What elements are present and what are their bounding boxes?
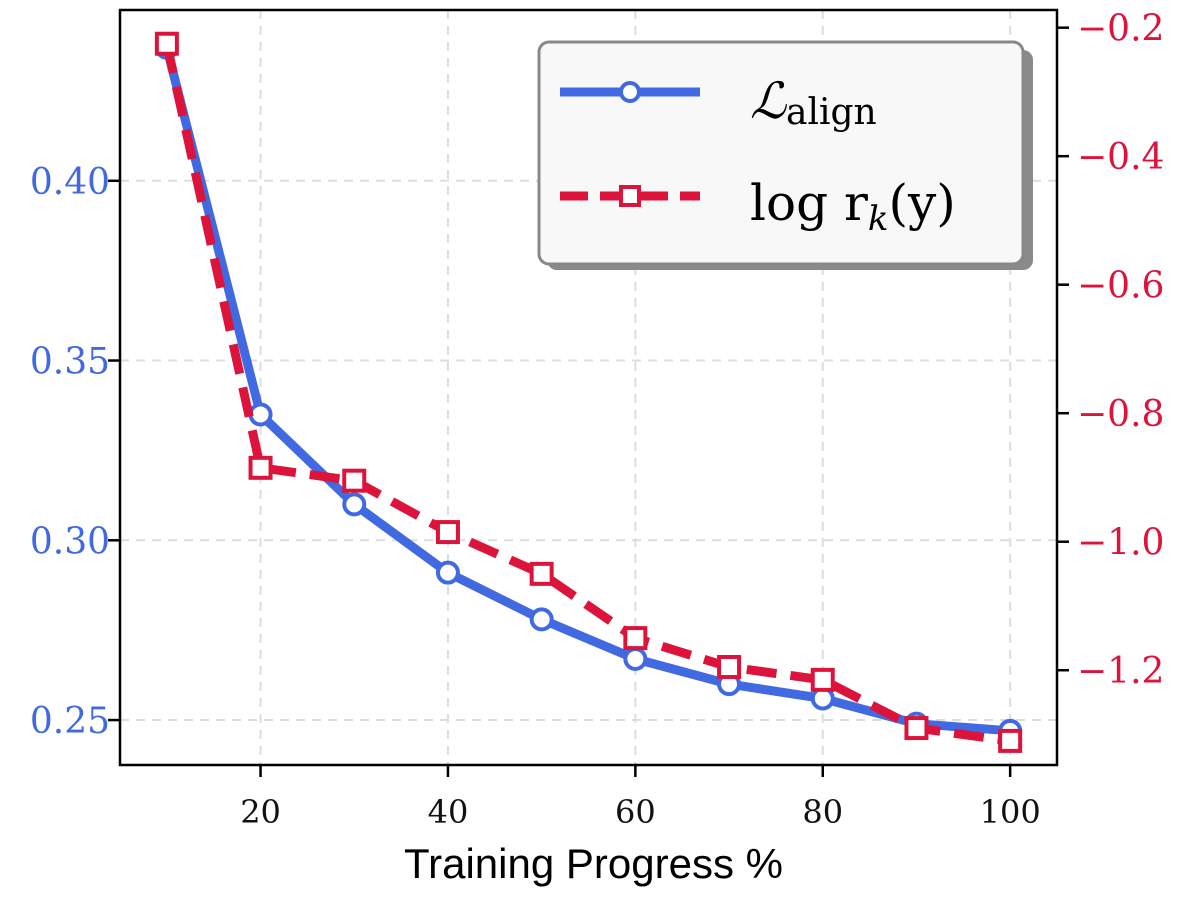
legend-label-align-main: ℒ xyxy=(750,72,787,130)
legend-label-logr-sub: k xyxy=(868,199,889,239)
data-point-circle xyxy=(529,607,554,632)
data-point-circle xyxy=(623,646,648,671)
x-axis: 20 40 60 80 100 xyxy=(240,765,1041,831)
x-tick-label: 40 xyxy=(428,793,469,831)
series-layer xyxy=(154,31,1023,753)
series-line-1 xyxy=(162,42,1011,746)
legend-label-logr: log rk(y) xyxy=(750,174,956,239)
x-tick-label: 80 xyxy=(802,793,843,831)
legend-label-align: ℒalign xyxy=(750,72,877,133)
data-point-square xyxy=(342,468,367,493)
data-point-circle xyxy=(342,492,367,517)
y-right-tick-label: −1.0 xyxy=(1077,523,1164,564)
right-axis: −0.2 −0.4 −0.6 −0.8 −1.0 −1.2 xyxy=(1057,9,1164,692)
data-point-square xyxy=(435,520,460,545)
legend-label-logr-main: log r xyxy=(750,174,868,232)
legend: ℒalign log rk(y) xyxy=(537,40,1033,270)
data-point-circle xyxy=(248,402,273,427)
data-point-square xyxy=(248,455,273,480)
series-line-0 xyxy=(162,46,1011,736)
legend-marker-logr xyxy=(619,185,641,207)
data-point-square xyxy=(623,626,648,651)
data-point-circle xyxy=(435,560,460,585)
x-tick-label: 60 xyxy=(615,793,656,831)
legend-label-logr-tail: (y) xyxy=(889,174,956,232)
data-point-square xyxy=(998,728,1023,753)
data-point-square xyxy=(529,561,554,586)
y-left-tick-label: 0.25 xyxy=(30,701,110,742)
y-right-tick-label: −0.2 xyxy=(1077,9,1164,50)
data-point-square xyxy=(904,716,929,741)
legend-label-align-sub: align xyxy=(786,92,877,133)
y-left-tick-label: 0.35 xyxy=(30,342,110,383)
legend-marker-align xyxy=(619,81,641,103)
x-tick-label: 20 xyxy=(240,793,281,831)
y-right-tick-label: −0.6 xyxy=(1077,266,1164,307)
data-point-square xyxy=(717,655,742,680)
y-right-tick-label: −0.8 xyxy=(1077,394,1164,435)
left-axis: 0.25 0.30 0.35 0.40 xyxy=(30,162,120,742)
plot-frame xyxy=(118,8,1059,767)
x-axis-label: Training Progress % xyxy=(404,840,783,887)
legend-box xyxy=(537,40,1025,266)
y-left-tick-label: 0.30 xyxy=(30,521,110,562)
series-1 xyxy=(154,31,1023,753)
y-right-tick-label: −0.4 xyxy=(1077,137,1164,178)
y-left-tick-label: 0.40 xyxy=(30,162,110,203)
data-point-square xyxy=(810,667,835,692)
data-point-square xyxy=(154,31,179,56)
y-right-tick-label: −1.2 xyxy=(1077,651,1164,692)
x-tick-label: 100 xyxy=(980,793,1041,831)
